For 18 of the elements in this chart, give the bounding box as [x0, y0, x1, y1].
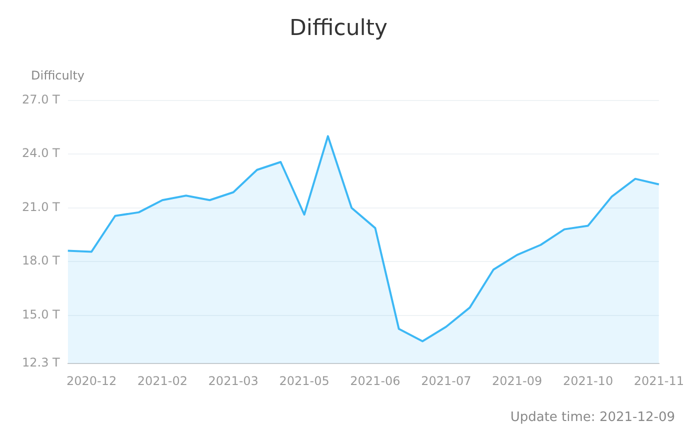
y-axis-title: Difficulty	[31, 68, 85, 83]
y-tick-label: 21.0 T	[22, 200, 61, 214]
x-tick-label: 2021-03	[208, 374, 258, 388]
y-tick-label: 15.0 T	[22, 307, 61, 322]
x-tick-label: 2021-11	[634, 374, 684, 388]
x-tick-label: 2021-07	[421, 374, 472, 388]
y-tick-label: 18.0 T	[22, 254, 61, 268]
y-tick-label: 12.3 T	[22, 356, 61, 370]
x-tick-label: 2021-02	[137, 374, 188, 388]
x-tick-label: 2021-10	[562, 374, 614, 388]
text: Update time: 2021-12-09	[510, 410, 675, 425]
x-tick-label: 2021-05	[279, 374, 330, 388]
x-tick-label: 2021-09	[492, 374, 542, 388]
x-tick-label: 2021-06	[350, 374, 400, 388]
chart-title: Difficulty	[289, 16, 388, 41]
x-tick-label: 2020-12	[66, 374, 117, 388]
y-tick-label: 24.0 T	[22, 146, 61, 160]
y-tick-label: 27.0 T	[22, 92, 61, 107]
